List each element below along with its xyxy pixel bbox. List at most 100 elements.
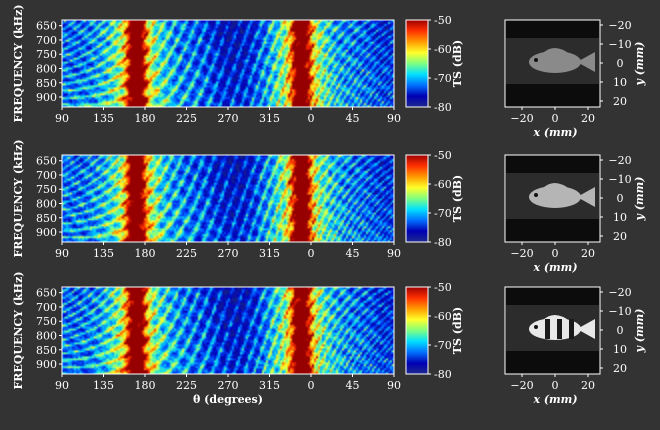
freq-tick-label: 700 [36,301,57,314]
theta-tick-label: 0 [308,247,315,260]
freq-axis-label: FREQUENCY (kHz) [12,139,25,257]
colorbar-tick-label: -60 [434,310,452,323]
theta-tick-label: 225 [176,379,197,392]
theta-tick-label: 90 [55,379,69,392]
freq-axis-label: FREQUENCY (kHz) [12,271,25,389]
freq-tick-label: 800 [36,197,57,210]
ts-colorbar [405,154,429,243]
fish-tail [577,187,595,207]
theta-tick-label: 0 [308,112,315,125]
image-y-tick-label: −10 [608,305,631,318]
colorbar-tick-label: -50 [434,281,452,294]
image-y-label: y (mm) [633,177,646,222]
theta-tick-label: 270 [218,379,239,392]
image-x-tick-label: 0 [552,112,559,125]
fish-band [557,319,562,339]
colorbar-tick-label: -60 [434,43,452,56]
theta-tick-label: 270 [218,247,239,260]
image-x-tick-label: 20 [581,112,595,125]
fish-banded [529,314,595,340]
theta-tick-label: 90 [55,247,69,260]
theta-axis-label: θ (degrees) [193,393,263,406]
image-y-tick-label: −20 [608,154,631,167]
colorbar-tick-label: -60 [434,178,452,191]
ts-colorbar [405,19,429,108]
theta-tick-label: 45 [346,112,360,125]
colorbar-label: TS (dB) [451,40,464,87]
image-x-tick-label: 0 [552,379,559,392]
image-y-tick-label: 20 [613,95,627,108]
freq-tick-label: 850 [36,344,57,357]
fish-eye [534,193,538,197]
fish-dark [529,47,595,73]
image-y-tick-label: 20 [613,362,627,375]
image-y-tick-label: −10 [608,38,631,51]
ts-heatmap [62,287,394,374]
freq-tick-label: 650 [36,287,57,300]
image-x-label: x (mm) [532,261,577,274]
theta-tick-label: 225 [176,112,197,125]
ts-colorbar [405,286,429,375]
theta-tick-label: 45 [346,247,360,260]
image-x-tick-label: 20 [581,247,595,260]
image-x-label: x (mm) [532,126,577,139]
image-y-tick-label: 20 [613,230,627,243]
fish-dorsal-fin [543,182,571,190]
theta-tick-label: 180 [135,379,156,392]
fish-eye [534,58,538,62]
image-y-tick-label: −10 [608,173,631,186]
fish-body [529,186,581,208]
colorbar-label: TS (dB) [451,307,464,354]
freq-tick-label: 800 [36,62,57,75]
colorbar-tick-label: -80 [434,101,452,114]
theta-tick-label: 270 [218,112,239,125]
freq-axis-label: FREQUENCY (kHz) [12,4,25,122]
colorbar-tick-label: -70 [434,72,452,85]
image-y-tick-label: 0 [617,57,624,70]
image-y-tick-label: 10 [613,76,627,89]
colorbar-tick-label: -70 [434,339,452,352]
theta-tick-label: 180 [135,247,156,260]
freq-tick-label: 650 [36,155,57,168]
theta-tick-label: 135 [93,247,114,260]
image-x-tick-label: −20 [510,379,533,392]
image-y-tick-label: 10 [613,343,627,356]
freq-tick-label: 750 [36,183,57,196]
colorbar-tick-label: -50 [434,14,452,27]
image-y-tick-label: −20 [608,286,631,299]
theta-tick-label: 90 [387,247,401,260]
colorbar-label: TS (dB) [451,175,464,222]
theta-tick-label: 135 [93,112,114,125]
freq-tick-label: 900 [36,91,57,104]
fish-tail [577,52,595,72]
image-y-tick-label: 0 [617,324,624,337]
theta-tick-label: 180 [135,112,156,125]
freq-tick-label: 900 [36,358,57,371]
colorbar-tick-label: -80 [434,368,452,381]
ts-heatmap [62,20,394,107]
freq-tick-label: 700 [36,34,57,47]
theta-tick-label: 315 [259,379,280,392]
ts-heatmap [62,155,394,242]
theta-tick-label: 225 [176,247,197,260]
fish-band [569,319,574,339]
fish-eye [534,325,538,329]
freq-tick-label: 750 [36,48,57,61]
image-y-label: y (mm) [633,309,646,354]
fish-body [529,318,581,340]
freq-tick-label: 850 [36,77,57,90]
image-x-tick-label: 20 [581,379,595,392]
theta-tick-label: 90 [387,379,401,392]
image-y-tick-label: −20 [608,19,631,32]
colorbar-tick-label: -80 [434,236,452,249]
colorbar-tick-label: -50 [434,149,452,162]
fish-pale [529,182,595,208]
image-x-tick-label: 0 [552,247,559,260]
fish-body [529,51,581,73]
image-x-tick-label: −20 [510,247,533,260]
image-x-tick-label: −20 [510,112,533,125]
theta-tick-label: 315 [259,112,280,125]
